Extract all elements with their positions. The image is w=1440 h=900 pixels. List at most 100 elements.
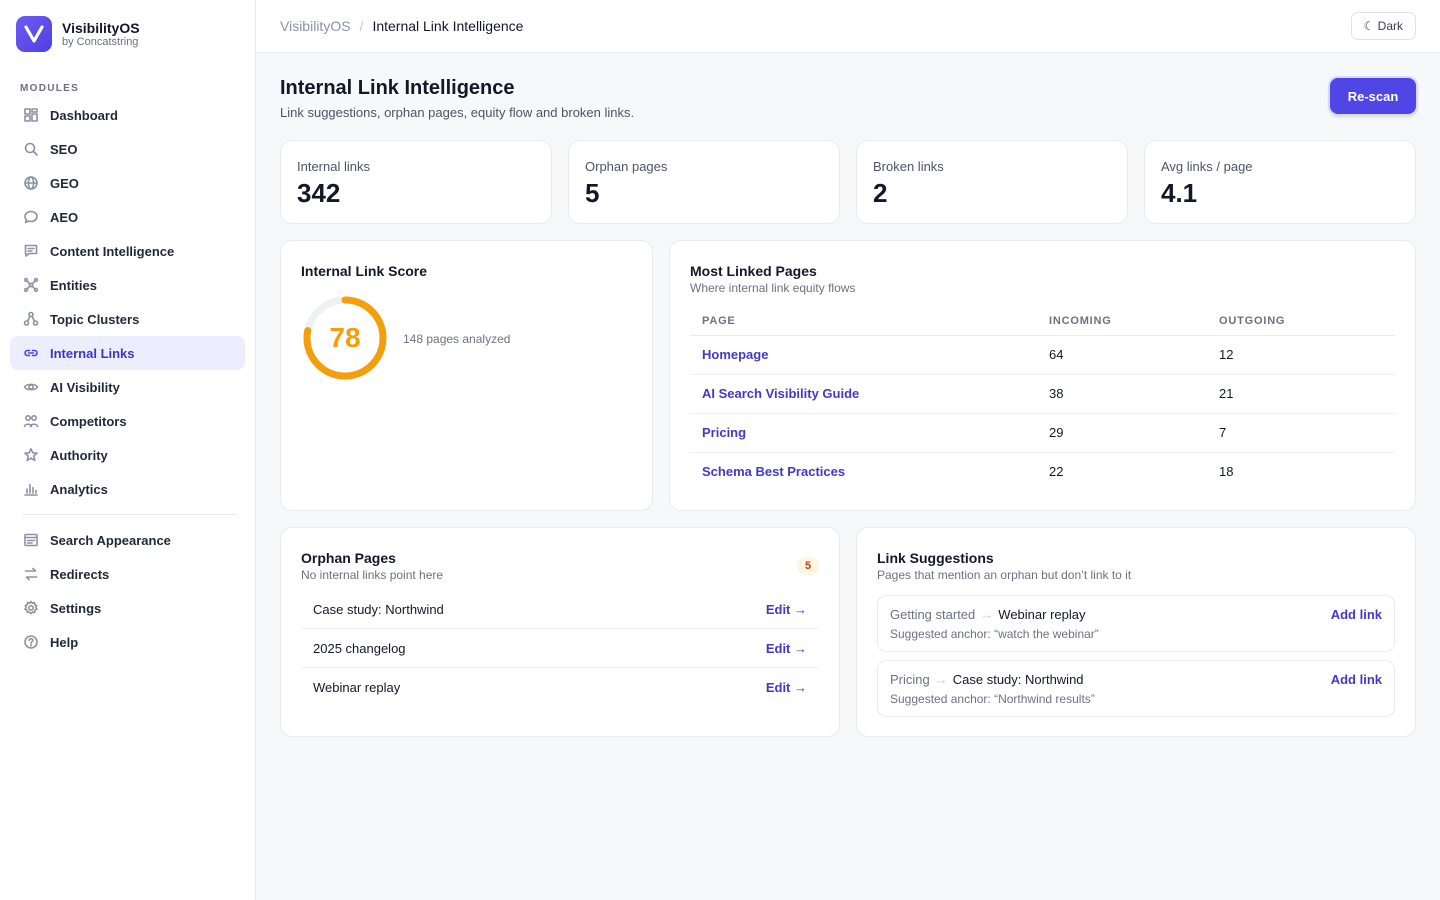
most-linked-title: Most Linked Pages: [690, 263, 817, 279]
layout-icon: [22, 531, 40, 549]
stat-label: Avg links / page: [1161, 159, 1253, 174]
brand-logo-icon: [16, 16, 52, 52]
column-header-outgoing: OUTGOING: [1219, 307, 1395, 336]
table-row: Homepage 64 12: [690, 335, 1395, 375]
edit-link[interactable]: Edit →: [765, 640, 807, 656]
sidebar-item-authority[interactable]: Authority: [10, 438, 245, 472]
suggestion-source: Pricing: [890, 672, 930, 687]
breadcrumb-separator: /: [359, 18, 364, 34]
most-linked-pages-card: Most Linked Pages Where internal link eq…: [669, 240, 1416, 511]
page-link[interactable]: Homepage: [690, 335, 1049, 375]
sidebar-item-label: AI Visibility: [50, 379, 120, 395]
page-title: Internal Link Intelligence: [280, 77, 515, 99]
orphan-pages-card: Orphan Pages No internal links point her…: [280, 527, 840, 737]
orphan-pages-title: Orphan Pages: [301, 550, 396, 566]
table-row: AI Search Visibility Guide 38 21: [690, 374, 1395, 414]
sidebar-item-content-intelligence[interactable]: Content Intelligence: [10, 234, 245, 268]
breadcrumb-current: Internal Link Intelligence: [372, 18, 524, 34]
stat-card-broken-links: Broken links 2: [856, 140, 1128, 224]
sidebar-item-label: Entities: [50, 277, 97, 293]
outgoing-count: 18: [1219, 464, 1234, 480]
score-title: Internal Link Score: [301, 263, 428, 279]
page-link[interactable]: Schema Best Practices: [702, 464, 846, 480]
outgoing-count: 12: [1219, 335, 1395, 375]
cluster-icon: [22, 310, 40, 328]
add-link-button[interactable]: Add link: [1330, 672, 1382, 687]
score-note: 148 pages analyzed: [403, 332, 511, 346]
stat-label: Broken links: [873, 159, 944, 174]
stat-value: 342: [297, 178, 341, 208]
dashboard-icon: [22, 106, 40, 124]
link-suggestions-title: Link Suggestions: [877, 550, 994, 566]
page-link[interactable]: AI Search Visibility Guide: [690, 374, 1049, 414]
sidebar-item-entities[interactable]: Entities: [10, 268, 245, 302]
sidebar-item-label: AEO: [50, 209, 79, 225]
sidebar-item-internal-links[interactable]: Internal Links: [10, 336, 245, 370]
sidebar-item-dashboard[interactable]: Dashboard: [10, 98, 245, 132]
sidebar-item-label: Competitors: [50, 413, 127, 429]
sidebar-nav: Dashboard SEO GEO AEO Content Intelligen…: [10, 98, 245, 523]
search-icon: [22, 140, 40, 158]
edit-link[interactable]: Edit →: [765, 680, 807, 695]
bar-chart-icon: [22, 480, 40, 498]
most-linked-table: PAGE INCOMING OUTGOING Homepage 64 12 AI…: [690, 307, 1395, 491]
sidebar-item-label: Help: [50, 634, 79, 650]
sidebar-item-search-appearance[interactable]: Search Appearance: [10, 523, 245, 557]
suggested-anchor: Suggested anchor: “watch the webinar”: [890, 627, 1099, 641]
sidebar: VisibilityOS by Concatstring MODULES Das…: [0, 0, 256, 900]
page-link[interactable]: Pricing: [690, 413, 1049, 453]
link-icon: [22, 344, 40, 362]
stat-value: 4.1: [1161, 178, 1198, 208]
sidebar-item-help[interactable]: Help: [10, 625, 245, 659]
sidebar-item-label: Dashboard: [50, 107, 118, 123]
brand[interactable]: VisibilityOS by Concatstring: [16, 16, 140, 52]
dark-mode-toggle-button[interactable]: ☾ Dark: [1350, 12, 1416, 40]
list-item: Case study: Northwind Edit →: [301, 590, 819, 629]
sidebar-item-aeo[interactable]: AEO: [10, 200, 245, 234]
list-item: 2025 changelog Edit →: [301, 629, 819, 668]
table-header-row: PAGE INCOMING OUTGOING: [690, 307, 1395, 336]
sidebar-item-label: Search Appearance: [50, 532, 171, 548]
edit-link[interactable]: Edit →: [765, 601, 807, 617]
topbar: VisibilityOS / Internal Link Intelligenc…: [256, 0, 1440, 53]
sidebar-item-redirects[interactable]: Redirects: [10, 557, 245, 591]
incoming-count: 29: [1049, 413, 1219, 453]
link-suggestions-subtitle: Pages that mention an orphan but don’t l…: [877, 568, 1132, 582]
entities-icon: [22, 276, 40, 294]
incoming-count: 22: [1049, 464, 1064, 480]
breadcrumb-root[interactable]: VisibilityOS: [280, 18, 351, 34]
sidebar-item-topic-clusters[interactable]: Topic Clusters: [10, 302, 245, 336]
table-row: Schema Best Practices 22 18: [690, 452, 1395, 491]
sidebar-divider: [22, 514, 237, 515]
brand-name: VisibilityOS: [62, 20, 140, 36]
suggestion-target: Webinar replay: [998, 607, 1086, 622]
sidebar-item-label: SEO: [50, 141, 78, 157]
sidebar-item-label: Internal Links: [50, 345, 135, 361]
globe-icon: [22, 174, 40, 192]
score-value: 78: [329, 322, 361, 353]
suggestion-item: Pricing → Case study: Northwind Suggeste…: [877, 660, 1395, 717]
breadcrumb: VisibilityOS / Internal Link Intelligenc…: [280, 18, 523, 34]
stat-card-orphan-pages: Orphan pages 5: [568, 140, 840, 224]
sidebar-item-ai-visibility[interactable]: AI Visibility: [10, 370, 245, 404]
help-circle-icon: [22, 633, 40, 651]
orphan-page-title: 2025 changelog: [313, 640, 406, 656]
sidebar-item-geo[interactable]: GEO: [10, 166, 245, 200]
stat-label: Orphan pages: [585, 159, 668, 174]
stat-value: 5: [585, 178, 600, 208]
sidebar-item-settings[interactable]: Settings: [10, 591, 245, 625]
most-linked-subtitle: Where internal link equity flows: [690, 281, 856, 295]
link-suggestions-card: Link Suggestions Pages that mention an o…: [856, 527, 1416, 737]
rescan-button[interactable]: Re-scan: [1330, 78, 1416, 114]
sidebar-item-analytics[interactable]: Analytics: [10, 472, 245, 506]
add-link-button[interactable]: Add link: [1330, 607, 1382, 622]
sidebar-item-seo[interactable]: SEO: [10, 132, 245, 166]
incoming-count: 64: [1049, 335, 1219, 375]
arrow-right-icon: →: [934, 672, 948, 687]
chat-bubble-icon: [22, 208, 40, 226]
redirect-icon: [22, 565, 40, 583]
stat-value: 2: [873, 178, 888, 208]
list-item: Webinar replay Edit →: [301, 668, 819, 707]
sidebar-item-label: GEO: [50, 175, 79, 191]
sidebar-item-competitors[interactable]: Competitors: [10, 404, 245, 438]
